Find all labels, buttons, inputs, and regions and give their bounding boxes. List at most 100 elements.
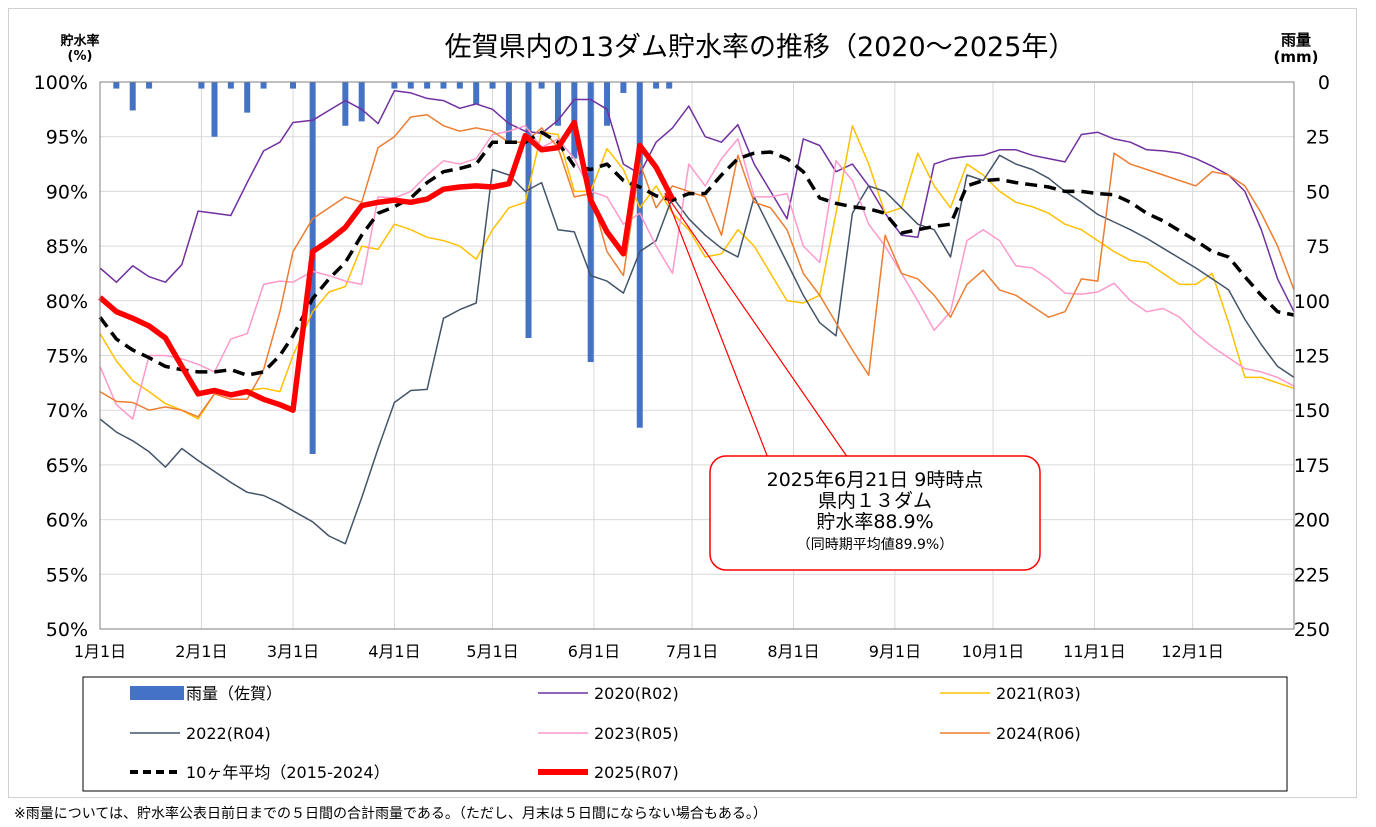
plot-border [99,81,1295,630]
rain-bar [244,82,251,113]
rain-bar [456,82,463,89]
x-tick-label: 1月1日 [74,642,126,661]
x-tick-label: 11月1日 [1063,642,1126,661]
rain-bar [342,82,349,126]
y2-tick-label: 150 [1294,400,1330,422]
legend-label: 2022(R04) [186,724,271,743]
grid-layer [99,81,1294,630]
x-tick-label: 8月1日 [767,642,819,661]
y-tick-label: 60% [46,510,88,532]
rain-bar [113,82,120,89]
x-tick-label: 9月1日 [869,642,921,661]
rain-bar [587,82,594,363]
axes: 100% 95% 90% 85% 80% 75% 70% 65% 60% 55% 50% 0 25 50 7… [34,31,1330,661]
y2-tick-label: 225 [1294,564,1330,586]
legend-label: 2025(R07) [594,763,679,782]
series-line [98,130,1295,377]
legend-label: 雨量（佐賀） [186,684,282,703]
rain-bar [424,82,431,89]
y-tick-label: 65% [46,455,88,477]
x-tick-label: 7月1日 [666,642,718,661]
legend-box [82,676,1288,792]
y2-axis-title: (mm) [1274,48,1319,66]
series-line [99,114,1295,418]
series-line [98,119,675,413]
rain-bar [620,82,627,93]
series-line [99,125,1295,420]
legend-label: 10ヶ年平均（2015-2024） [186,763,390,782]
rain-bar [604,82,611,126]
callout-text: 県内１３ダム [818,490,932,512]
rain-bar [260,82,267,89]
legend: 雨量（佐賀） 2020(R02) 2021(R03) 2022(R04) 2023(R0… [82,676,1288,792]
rain-bar [227,82,234,89]
callout-text: 2025年6月21日 9時時点 [767,469,984,491]
y2-tick-label: 0 [1318,72,1330,94]
series-line [99,125,1295,420]
rain-bar [636,82,643,428]
callout-line [664,192,849,459]
rain-bar [505,82,512,144]
rain-bar [525,82,532,338]
rain-bar [146,82,153,89]
y2-tick-label: 250 [1294,619,1330,641]
rain-bar [211,82,218,137]
chart-title: 佐賀県内の13ダム貯水率の推移（2020～2025年） [445,32,1076,63]
y-tick-label: 70% [46,400,88,422]
y-tick-label: 95% [46,127,88,149]
series-line [99,154,1295,545]
y2-tick-label: 50 [1306,181,1330,203]
rain-bar [538,82,545,89]
x-tick-label: 4月1日 [368,642,420,661]
callout-box [709,455,1041,571]
y-tick-label: 55% [46,564,88,586]
legend-label: 2021(R03) [996,684,1081,703]
y2-tick-label: 25 [1306,127,1330,149]
legend-label: 2024(R06) [996,724,1081,743]
y-tick-label: 80% [46,291,88,313]
x-tick-label: 10月1日 [962,642,1025,661]
y-axis-title: (%) [68,49,93,64]
y-tick-label: 85% [46,236,88,258]
x-tick-label: 12月1日 [1161,642,1224,661]
legend-swatch-bar [130,686,184,700]
y2-axis-title: 雨量 [1281,31,1311,49]
rain-bar [653,82,660,89]
y-axis-title: 貯水率 [60,33,99,49]
x-tick-label: 5月1日 [466,642,518,661]
footnote: ※雨量については、貯水率公表日前日までの５日間の合計雨量である。（ただし、月末は… [14,806,767,822]
rain-bar [554,82,561,126]
y2-tick-label: 175 [1294,455,1330,477]
legend-label: 2023(R05) [594,724,679,743]
y2-tick-label: 75 [1306,236,1330,258]
rain-bar [391,82,398,89]
rain-bar [489,82,496,89]
callout-line [664,192,769,459]
y-tick-label: 75% [46,346,88,368]
callout-subtext: （同時期平均値89.9%） [797,537,953,553]
y2-tick-label: 125 [1294,346,1330,368]
series-lines [98,90,1295,545]
rain-bar [473,82,480,104]
rain-bar [440,82,447,89]
y-tick-label: 50% [46,619,88,641]
y2-tick-label: 100 [1294,291,1330,313]
x-tick-label: 2月1日 [175,642,227,661]
y-tick-label: 90% [46,181,88,203]
x-tick-label: 3月1日 [267,642,319,661]
x-tick-label: 6月1日 [568,642,620,661]
y2-tick-label: 200 [1294,510,1330,532]
rain-bar [407,82,414,89]
chart-frame [8,8,1357,798]
rain-bar [666,82,673,89]
legend-label: 2020(R02) [594,684,679,703]
series-line [99,90,1295,313]
rain-bar [290,82,297,89]
callout-text: 貯水率88.9% [816,511,933,533]
y-tick-label: 100% [34,72,88,94]
rain-bar [198,82,205,89]
rain-bar [358,82,365,122]
rain-bar [129,82,136,111]
